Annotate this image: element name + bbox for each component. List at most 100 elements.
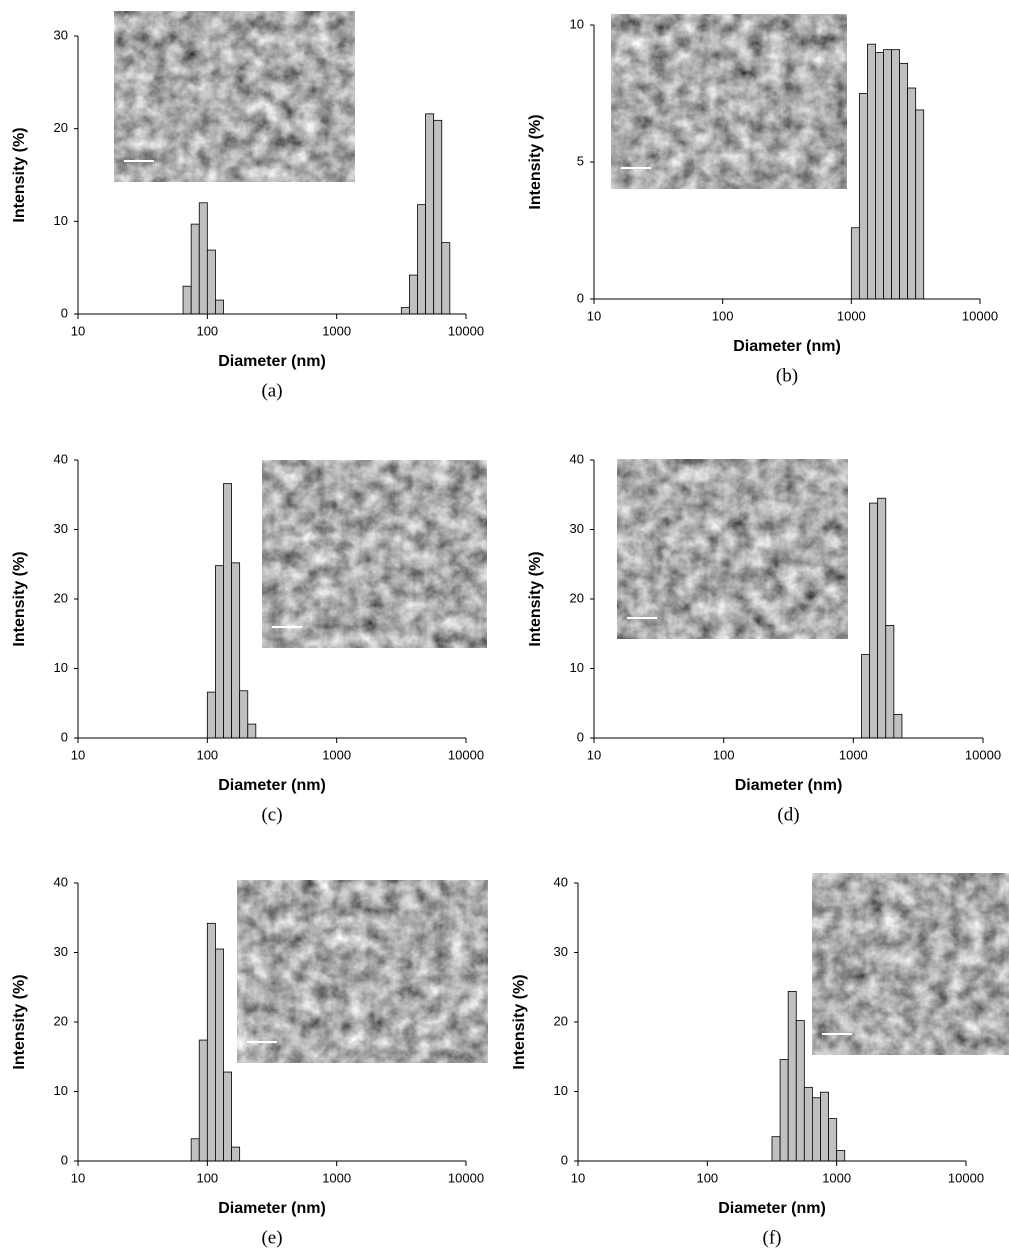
- bar: [239, 690, 249, 739]
- scale-bar: [247, 1041, 277, 1043]
- bar: [206, 691, 216, 739]
- x-tick-label: 100: [713, 747, 735, 762]
- bar: [883, 49, 892, 300]
- y-tick-label: 0: [561, 1152, 568, 1167]
- x-tick-label: 10: [587, 747, 601, 762]
- bar: [795, 1020, 805, 1162]
- bar: [875, 52, 884, 300]
- caption: (a): [261, 380, 282, 401]
- bar: [223, 483, 232, 739]
- y-tick-label: 40: [554, 874, 568, 889]
- bar: [198, 1039, 208, 1162]
- x-tick-label: 10: [71, 1170, 85, 1185]
- bar: [907, 87, 917, 300]
- bar: [231, 1146, 241, 1162]
- bar: [206, 249, 216, 315]
- caption: (b): [776, 365, 798, 386]
- bar: [247, 723, 257, 739]
- y-tick-label: 0: [577, 729, 584, 744]
- x-axis-label: Diameter (nm): [718, 1200, 826, 1217]
- x-axis-label: Diameter (nm): [218, 1200, 326, 1217]
- x-tick-label: 10: [71, 747, 85, 762]
- y-tick-label: 0: [61, 729, 68, 744]
- bar: [215, 565, 224, 739]
- x-tick-label: 10000: [965, 747, 1001, 762]
- bar: [787, 991, 797, 1162]
- x-tick-label: 10: [71, 323, 85, 338]
- bar: [223, 1071, 232, 1162]
- caption: (d): [777, 804, 799, 825]
- bar: [877, 497, 887, 739]
- x-tick-label: 1000: [822, 1170, 851, 1185]
- x-tick-label: 1000: [837, 308, 866, 323]
- y-axis-label: Intensity (%): [11, 974, 28, 1069]
- scale-bar: [621, 167, 651, 169]
- y-tick-label: 40: [570, 451, 584, 466]
- y-tick-label: 0: [577, 290, 584, 305]
- y-tick-label: 40: [54, 451, 68, 466]
- y-tick-label: 20: [54, 1013, 68, 1028]
- bar: [771, 1136, 781, 1162]
- bar: [409, 274, 418, 315]
- bar: [215, 948, 224, 1162]
- y-tick-label: 20: [554, 1013, 568, 1028]
- bar: [417, 204, 426, 315]
- caption: (c): [261, 804, 282, 825]
- x-tick-label: 10: [587, 308, 601, 323]
- bar: [779, 1059, 789, 1162]
- y-tick-label: 20: [570, 590, 584, 605]
- bar: [182, 285, 192, 315]
- bar: [441, 242, 451, 315]
- sem-inset: [617, 459, 848, 639]
- bar: [820, 1091, 829, 1162]
- caption: (f): [763, 1227, 782, 1248]
- y-tick-label: 10: [54, 1083, 68, 1098]
- bar: [215, 299, 224, 315]
- y-tick-label: 0: [61, 1152, 68, 1167]
- bar: [206, 922, 216, 1162]
- x-tick-label: 100: [196, 1170, 218, 1185]
- bar: [885, 625, 895, 739]
- bar: [425, 113, 435, 315]
- bar: [231, 562, 241, 739]
- bar: [899, 62, 909, 300]
- bar: [867, 43, 876, 300]
- x-tick-label: 1000: [322, 323, 351, 338]
- x-tick-label: 10000: [962, 308, 998, 323]
- y-tick-label: 10: [570, 16, 584, 31]
- y-tick-label: 30: [554, 944, 568, 959]
- x-tick-label: 1000: [322, 747, 351, 762]
- y-tick-label: 20: [54, 120, 68, 135]
- sem-inset: [262, 460, 487, 648]
- y-tick-label: 30: [54, 27, 68, 42]
- y-tick-label: 10: [554, 1083, 568, 1098]
- x-tick-label: 100: [196, 323, 218, 338]
- y-axis-label: Intensity (%): [11, 551, 28, 646]
- bar: [915, 109, 925, 300]
- bar: [869, 502, 879, 739]
- x-tick-label: 100: [696, 1170, 718, 1185]
- bar: [433, 119, 443, 315]
- bar: [828, 1118, 838, 1162]
- sem-inset: [611, 14, 847, 189]
- y-axis-label: Intensity (%): [527, 551, 544, 646]
- y-axis-label: Intensity (%): [527, 114, 544, 209]
- y-axis-label: Intensity (%): [11, 127, 28, 222]
- y-tick-label: 5: [577, 153, 584, 168]
- x-tick-label: 10000: [948, 1170, 984, 1185]
- sem-inset: [237, 880, 488, 1063]
- bar: [891, 49, 900, 300]
- scale-bar: [627, 617, 657, 619]
- bar: [812, 1097, 821, 1162]
- x-tick-label: 10000: [448, 747, 484, 762]
- scale-bar: [124, 160, 154, 162]
- caption: (e): [261, 1227, 282, 1248]
- y-tick-label: 10: [570, 660, 584, 675]
- bar: [190, 223, 200, 315]
- y-tick-label: 30: [54, 944, 68, 959]
- x-tick-label: 10000: [448, 323, 484, 338]
- y-axis-label: Intensity (%): [511, 974, 528, 1069]
- y-tick-label: 20: [54, 590, 68, 605]
- x-axis-label: Diameter (nm): [733, 338, 841, 355]
